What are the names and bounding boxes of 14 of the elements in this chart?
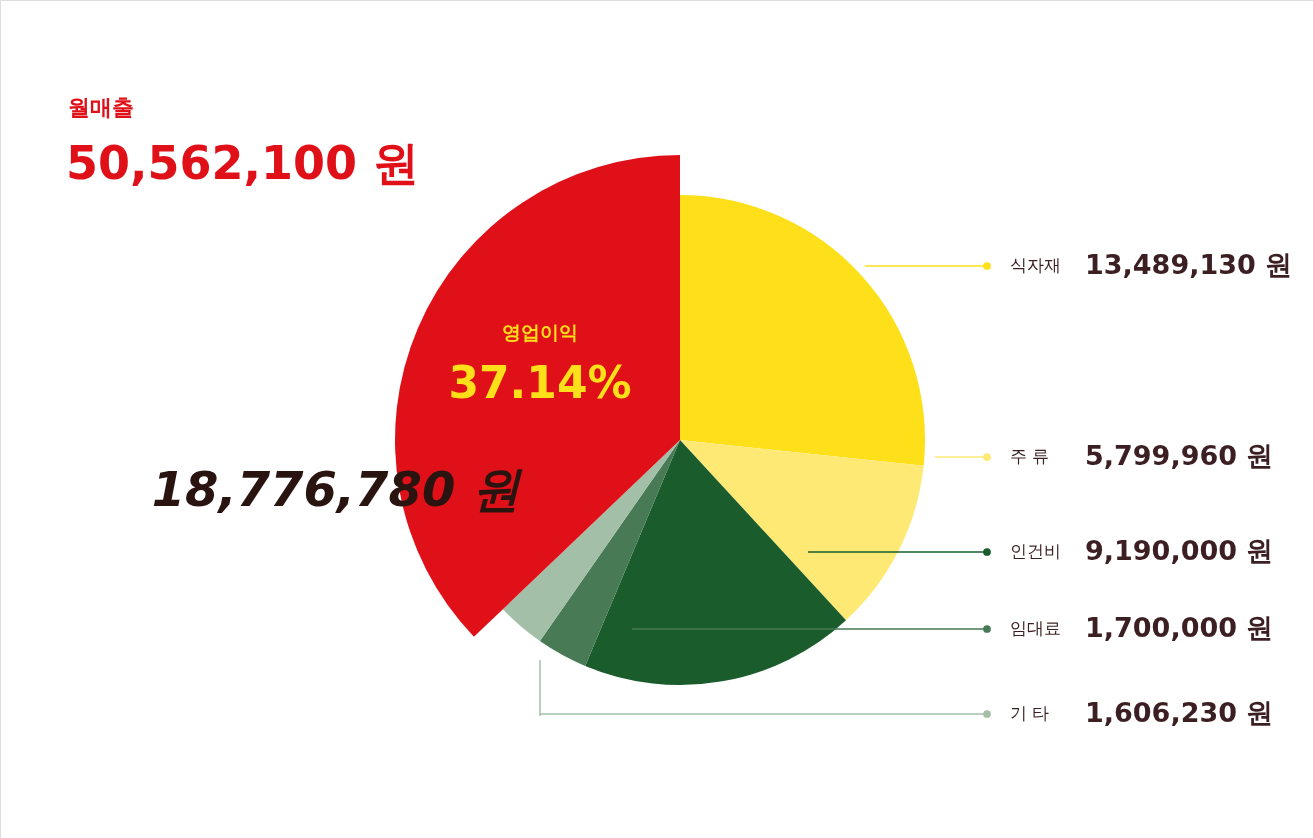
data-label: 13,489,130 원 [1085,249,1293,280]
data-label: 1,700,000 원 [1085,612,1274,643]
chart-subtitle: 50,562,100 원 [66,136,420,190]
legend-label: 식자재 [1010,255,1061,275]
legend-label: 인건비 [1010,541,1061,561]
text: 37.14% [448,357,632,408]
legend-label: 기 타 [1010,703,1050,723]
data-label: 1,606,230 원 [1085,697,1274,728]
legend-label: 임대료 [1010,618,1061,638]
slice-label: 영업이익 [502,321,578,343]
data-label: 5,799,960 원 [1085,440,1274,471]
legend-label: 주 류 [1010,446,1050,466]
data-label: 9,190,000 원 [1085,535,1274,566]
chart-title: 월매출 [68,95,134,120]
